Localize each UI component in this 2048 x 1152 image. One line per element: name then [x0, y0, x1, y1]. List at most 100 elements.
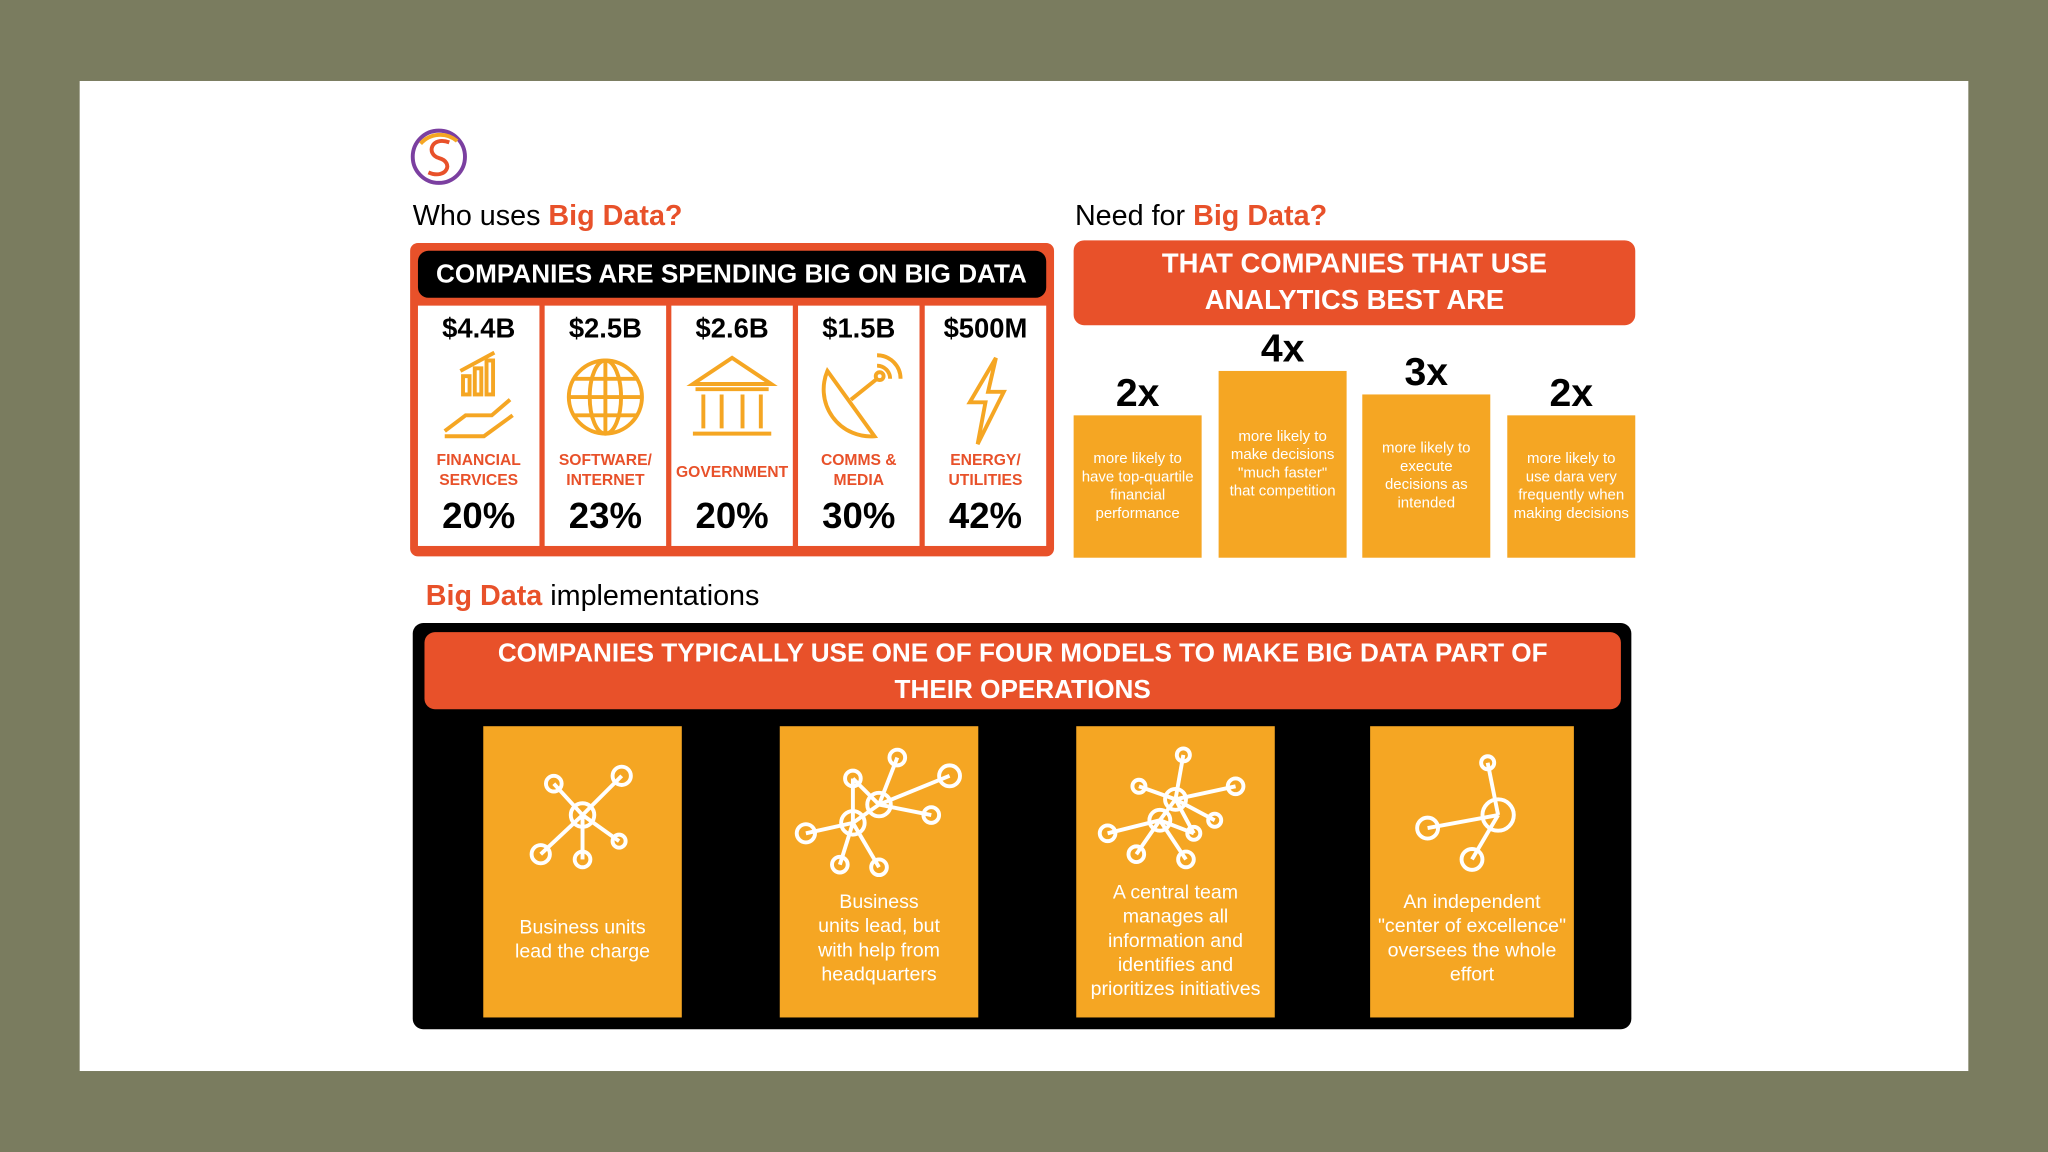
need-text: making decisions	[1514, 505, 1629, 522]
need-text: frequently when	[1518, 487, 1624, 504]
section2-heading: Need for Big Data?	[1075, 199, 1327, 231]
need-tile	[1507, 415, 1636, 558]
model-text: prioritizes initiatives	[1091, 978, 1261, 1000]
logo	[410, 128, 467, 185]
section1-heading: Who uses Big Data?	[413, 199, 683, 231]
icon	[966, 356, 1007, 445]
icon-part	[610, 764, 633, 787]
icon	[1097, 746, 1246, 870]
multiplier: 3x	[1404, 351, 1448, 394]
model-text: identifies and	[1118, 954, 1233, 976]
sector-name: SOFTWARE/	[559, 452, 653, 469]
need-text: more likely to	[1527, 450, 1615, 467]
banner-text: ANALYTICS BEST ARE	[1205, 284, 1504, 315]
need-text: more likely to	[1093, 450, 1181, 467]
icon-part	[1158, 798, 1178, 822]
icon-part	[873, 370, 886, 383]
sector-name: INTERNET	[566, 472, 645, 489]
need-text: decisions as	[1385, 476, 1468, 493]
need-text: more likely to	[1382, 440, 1470, 457]
icon-part	[459, 350, 496, 373]
model-text: manages all	[1123, 906, 1229, 928]
icon	[1415, 754, 1516, 872]
sector-amount: $2.6B	[696, 313, 769, 344]
icon-part	[529, 843, 552, 866]
icon-part	[830, 854, 850, 875]
icon-part	[1225, 776, 1246, 797]
icon	[821, 353, 903, 439]
icon-part	[1206, 811, 1224, 829]
heading-highlight: Big Data?	[1193, 199, 1327, 231]
multiplier: 4x	[1261, 328, 1305, 371]
icon-part	[1480, 797, 1516, 833]
icon-part	[686, 355, 778, 436]
model-text: A central team	[1113, 882, 1238, 904]
heading-text: Need for	[1075, 199, 1186, 231]
icon	[443, 350, 514, 439]
icon-part	[839, 809, 867, 837]
icon	[566, 358, 644, 436]
icon-part	[1130, 777, 1148, 795]
multiplier: 2x	[1116, 372, 1160, 415]
icon-part	[876, 353, 903, 379]
banner-text: COMPANIES ARE SPENDING BIG ON BIG DATA	[436, 258, 1027, 288]
need-text: use dara very	[1526, 468, 1617, 485]
icon-part	[1174, 746, 1192, 764]
need-banner	[1073, 240, 1636, 326]
need-tile	[1362, 394, 1491, 558]
sector-share: 20%	[442, 495, 515, 536]
icon-part	[461, 374, 472, 397]
multiplier: 2x	[1549, 372, 1593, 415]
model-text: information and	[1108, 930, 1243, 952]
icon-part	[472, 366, 484, 397]
icon-part	[1485, 762, 1501, 816]
sector-share: 42%	[949, 495, 1022, 536]
icon-part	[1147, 807, 1173, 833]
sector-share: 23%	[569, 495, 642, 536]
sector-amount: $1.5B	[822, 313, 895, 344]
model-text: Business units	[519, 916, 645, 938]
icon	[794, 747, 962, 878]
need-tile	[1218, 370, 1347, 558]
icon-part	[1185, 824, 1203, 842]
icon-part	[843, 768, 863, 789]
model-tile	[779, 726, 979, 1018]
icon	[686, 355, 778, 436]
icon-part	[543, 773, 564, 794]
model-text: oversees the whole	[1388, 939, 1557, 961]
icon-part	[610, 832, 628, 850]
icon-part	[865, 790, 893, 819]
banner-text: THEIR OPERATIONS	[895, 674, 1151, 704]
model-text: effort	[1450, 964, 1495, 986]
model-text: headquarters	[821, 964, 937, 986]
heading-highlight: Big Data	[426, 579, 544, 611]
icon-part	[568, 801, 597, 829]
need-text: financial	[1110, 487, 1165, 504]
need-tile	[1073, 415, 1202, 558]
model-text: Business	[839, 891, 919, 913]
section3-heading: Big Data implementations	[426, 579, 760, 611]
sector-share: 30%	[822, 495, 895, 536]
model-text: lead the charge	[515, 941, 650, 963]
need-text: more likely to	[1238, 428, 1326, 445]
heading-text: implementations	[550, 579, 759, 611]
sector-card	[417, 305, 540, 546]
sector-name: GOVERNMENT	[676, 464, 789, 481]
sector-name: COMMS &	[821, 452, 897, 469]
model-text: An independent	[1403, 891, 1541, 913]
sector-amount: $2.5B	[569, 313, 642, 344]
banner-text: THAT COMPANIES THAT USE	[1162, 247, 1547, 278]
sector-card	[671, 305, 793, 546]
icon-part	[937, 763, 962, 789]
model-tile	[1076, 726, 1275, 1018]
icon-part	[1176, 849, 1196, 870]
icon-part	[484, 358, 496, 397]
need-text: make decisions	[1231, 446, 1335, 463]
sector-amount: $4.4B	[442, 313, 515, 344]
icon-part	[966, 356, 1007, 445]
sector-name: ENERGY/	[950, 452, 1021, 469]
icon	[529, 764, 633, 870]
model-tile	[483, 726, 682, 1018]
icon-part	[1479, 754, 1497, 772]
